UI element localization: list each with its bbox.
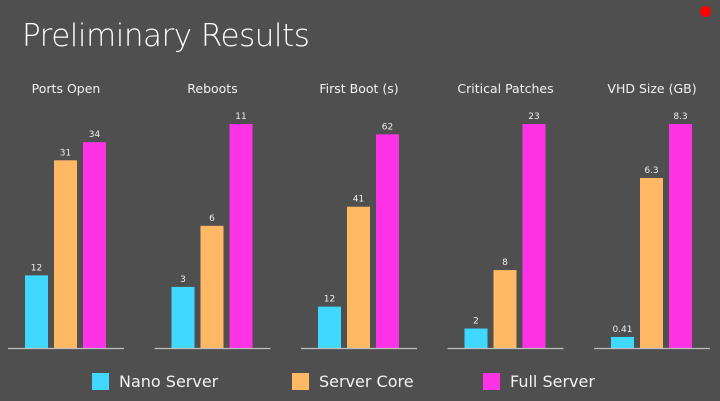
recording-indicator-icon <box>700 6 711 17</box>
bar-full-server <box>229 124 253 348</box>
legend-swatch <box>292 373 309 390</box>
legend-label: Full Server <box>510 372 595 391</box>
data-label: 0.41 <box>612 325 632 335</box>
bar-nano-server <box>171 286 195 348</box>
data-label: 3 <box>180 275 186 285</box>
legend-swatch <box>92 373 109 390</box>
data-label: 8 <box>502 258 508 268</box>
data-label: 23 <box>528 112 539 122</box>
panel-title: Reboots <box>187 81 237 96</box>
bar-server-core <box>54 160 77 348</box>
data-label: 11 <box>235 112 246 122</box>
data-label: 6.3 <box>644 166 658 176</box>
slide-title: Preliminary Results <box>22 18 310 54</box>
data-label: 31 <box>60 148 71 158</box>
data-label: 12 <box>324 295 335 305</box>
legend-label: Nano Server <box>119 372 219 391</box>
bar-nano-server <box>318 306 341 348</box>
bar-nano-server <box>25 275 48 348</box>
bar-server-core <box>347 206 370 348</box>
panel-title: First Boot (s) <box>319 81 398 96</box>
bar-full-server <box>669 124 692 348</box>
legend-swatch <box>483 373 500 390</box>
data-label: 12 <box>31 263 42 273</box>
bar-server-core <box>640 177 663 348</box>
data-label: 62 <box>382 122 393 132</box>
bar-full-server <box>376 134 399 348</box>
bar-full-server <box>522 124 546 348</box>
panel-title: VHD Size (GB) <box>607 81 696 96</box>
bar-full-server <box>83 142 106 348</box>
bar-nano-server <box>464 328 488 348</box>
data-label: 41 <box>353 195 364 205</box>
panel-title: Ports Open <box>32 81 101 96</box>
data-label: 2 <box>473 317 479 327</box>
bar-server-core <box>493 270 517 348</box>
bar-nano-server <box>611 336 634 348</box>
data-label: 8.3 <box>673 112 687 122</box>
bar-server-core <box>200 225 224 348</box>
panel-title: Critical Patches <box>457 81 553 96</box>
legend-label: Server Core <box>319 372 414 391</box>
data-label: 34 <box>89 130 101 140</box>
data-label: 6 <box>209 214 215 224</box>
